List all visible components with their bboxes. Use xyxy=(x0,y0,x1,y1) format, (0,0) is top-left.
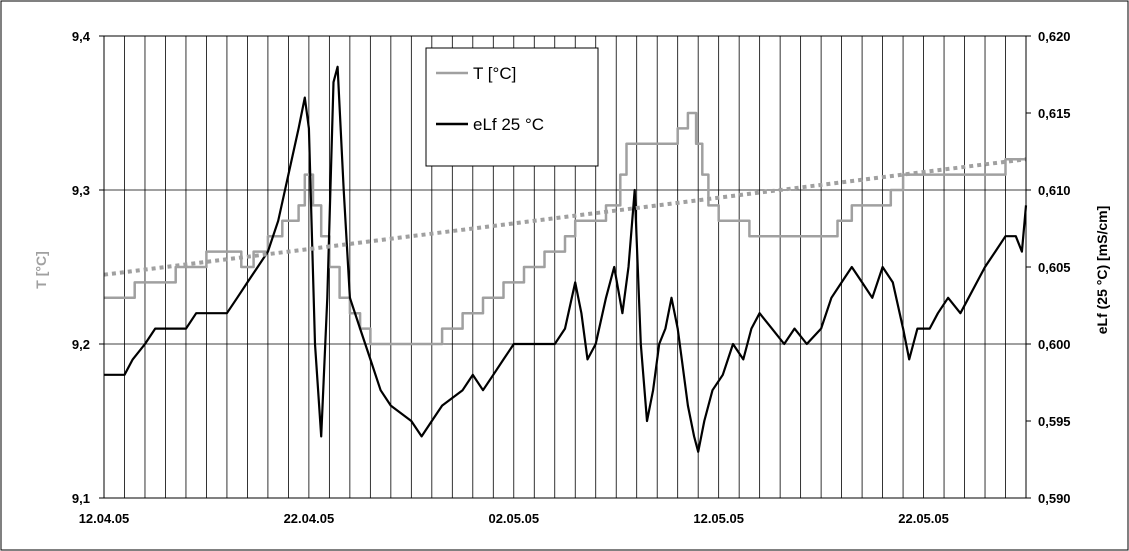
x-tick-label: 22.05.05 xyxy=(898,511,949,526)
y2-tick-label: 0,620 xyxy=(1038,29,1071,44)
x-tick-label: 22.04.05 xyxy=(284,511,335,526)
series-group xyxy=(103,65,1028,453)
y-tick-label: 9,3 xyxy=(72,183,90,198)
y2-tick-label: 0,615 xyxy=(1038,106,1071,121)
y2-tick-label: 0,610 xyxy=(1038,183,1071,198)
trend-line xyxy=(103,157,1027,277)
x-tick-label: 02.05.05 xyxy=(488,511,539,526)
legend-label-temperature: T [°C] xyxy=(473,64,516,83)
y2-tick-label: 0,605 xyxy=(1038,260,1071,275)
y-tick-label: 9,4 xyxy=(72,29,91,44)
y-tick-label: 9,1 xyxy=(72,491,90,506)
y-tick-label: 9,2 xyxy=(72,337,90,352)
legend-box xyxy=(425,47,599,167)
y-axis-title: T [°C] xyxy=(33,251,49,288)
x-tick-label: 12.05.05 xyxy=(693,511,744,526)
x-tick-label: 12.04.05 xyxy=(79,511,130,526)
y2-tick-label: 0,590 xyxy=(1038,491,1071,506)
y2-axis-title: eLf (25 °C) [mS/cm] xyxy=(1094,206,1110,335)
y2-tick-label: 0,595 xyxy=(1038,414,1071,429)
y2-tick-label: 0,600 xyxy=(1038,337,1071,352)
tick-labels: 9,1 9,2 9,3 9,4 0,590 0,595 0,600 0,605 0,610 0,6… xyxy=(72,29,1071,526)
conductivity-line xyxy=(104,65,1028,453)
legend: T [°C] eLf 25 °C xyxy=(425,47,599,167)
legend-label-conductivity: eLf 25 °C xyxy=(473,115,544,134)
